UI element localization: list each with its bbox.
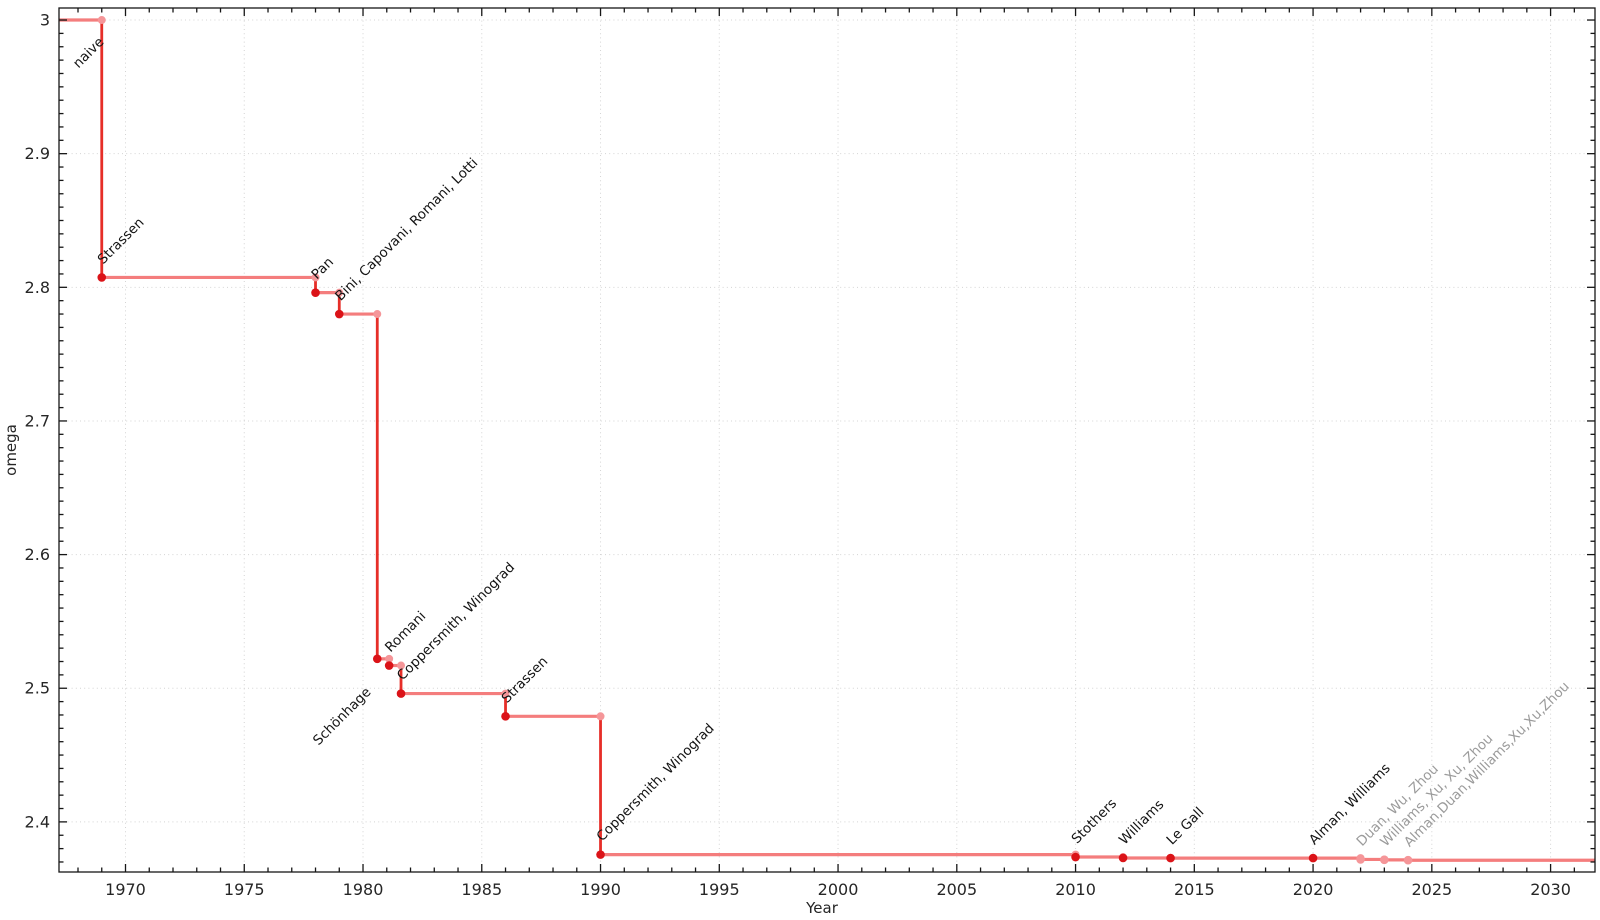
x-tick-label: 2005: [936, 880, 977, 899]
x-tick-label: 1990: [580, 880, 621, 899]
data-point-duan-wu-zhou: [1356, 855, 1365, 864]
x-tick-label: 1975: [224, 880, 265, 899]
data-point-strassen: [501, 712, 510, 721]
data-point-stothers: [1071, 852, 1080, 862]
x-tick-labels: 1970 1975 1980 1985 1990 1995 2000 2005 2010 2015…: [105, 880, 1571, 899]
y-tick-label: 2.9: [25, 144, 50, 163]
data-point-coppersmith-winograd: [396, 689, 406, 698]
x-tick-label: 1985: [461, 880, 502, 899]
data-point-strassen: [97, 273, 107, 282]
data-point-alman-williams: [1308, 853, 1318, 863]
axis-ticks: [59, 8, 1595, 872]
y-tick-labels: 2.4 2.5 2.6 2.7 2.8 2.9 3: [25, 11, 50, 832]
y-tick-label: 2.8: [25, 278, 50, 297]
x-tick-label: 2015: [1174, 880, 1215, 899]
x-tick-label: 1995: [699, 880, 740, 899]
step-corner-marker: [97, 16, 106, 25]
x-tick-label: 2010: [1055, 880, 1096, 899]
data-point-sch-nhage: [372, 654, 382, 664]
step-corner-marker: [501, 689, 510, 698]
x-tick-label: 2025: [1411, 880, 1452, 899]
y-tick-label: 2.5: [25, 679, 50, 698]
step-corner-marker: [596, 712, 605, 721]
y-tick-label: 2.6: [25, 545, 50, 564]
x-tick-label: 1980: [343, 880, 384, 899]
y-axis-title: omega: [2, 424, 20, 476]
x-tick-label: 2020: [1293, 880, 1334, 899]
step-corner-marker: [373, 310, 382, 319]
step-corner-marker: [397, 661, 406, 670]
step-corner-marker: [311, 273, 320, 282]
data-point-williams-xu-xu-zhou: [1380, 855, 1389, 865]
x-tick-label: 2030: [1530, 880, 1571, 899]
x-tick-label: 1970: [105, 880, 146, 899]
y-tick-label: 2.4: [25, 812, 50, 831]
data-point-bini-capovani-romani-lotti: [334, 309, 344, 319]
step-corner-marker: [385, 654, 394, 663]
data-point-alman-duan-williams-xu-xu-zhou: [1403, 855, 1413, 865]
x-axis-title: Year: [805, 899, 839, 917]
x-tick-label: 2000: [818, 880, 859, 899]
y-tick-label: 2.7: [25, 411, 50, 430]
step-corner-marker: [335, 288, 344, 297]
data-point-williams: [1118, 853, 1128, 863]
data-point-pan: [311, 288, 320, 297]
data-point-romani: [384, 661, 394, 670]
plot-frame: [58, 7, 1596, 873]
data-point-coppersmith-winograd: [596, 850, 605, 859]
data-point-markers: [97, 273, 1413, 865]
data-point-le-gall: [1166, 853, 1175, 863]
y-tick-label: 3: [40, 11, 50, 30]
